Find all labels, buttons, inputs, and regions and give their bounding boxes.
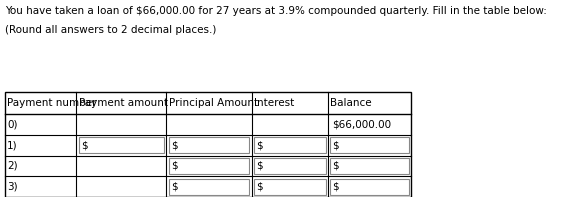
- Text: $66,000.00: $66,000.00: [332, 120, 391, 130]
- Text: 0): 0): [7, 120, 18, 130]
- Text: $: $: [256, 161, 263, 171]
- Text: Payment amount: Payment amount: [78, 98, 168, 108]
- Text: $: $: [81, 140, 87, 150]
- Text: $: $: [333, 140, 339, 150]
- Bar: [169, 158, 249, 174]
- Bar: [254, 179, 325, 195]
- Text: $: $: [171, 182, 178, 192]
- Text: Payment number: Payment number: [7, 98, 97, 108]
- Text: 3): 3): [7, 182, 18, 192]
- Text: $: $: [256, 140, 263, 150]
- Bar: [330, 179, 409, 195]
- Bar: [78, 137, 164, 153]
- Text: 2): 2): [7, 161, 18, 171]
- Text: (Round all answers to 2 decimal places.): (Round all answers to 2 decimal places.): [5, 25, 216, 35]
- Text: $: $: [256, 182, 263, 192]
- Text: $: $: [333, 161, 339, 171]
- Text: $: $: [171, 161, 178, 171]
- Bar: [254, 158, 325, 174]
- Bar: [169, 137, 249, 153]
- Bar: [254, 137, 325, 153]
- Text: Balance: Balance: [330, 98, 372, 108]
- Text: $: $: [171, 140, 178, 150]
- Bar: [330, 158, 409, 174]
- Text: 1): 1): [7, 140, 18, 150]
- Bar: [169, 179, 249, 195]
- Text: You have taken a loan of $66,000.00 for 27 years at 3.9% compounded quarterly. F: You have taken a loan of $66,000.00 for …: [5, 6, 546, 16]
- Text: Interest: Interest: [254, 98, 294, 108]
- Text: $: $: [333, 182, 339, 192]
- Bar: [330, 137, 409, 153]
- Text: Principal Amount: Principal Amount: [169, 98, 258, 108]
